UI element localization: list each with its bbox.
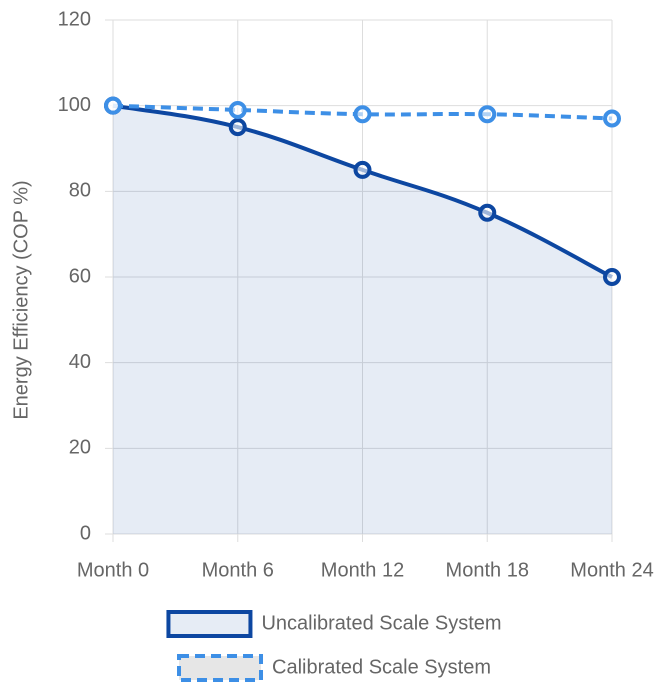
point xyxy=(104,96,122,115)
point xyxy=(603,268,621,286)
point xyxy=(478,203,497,222)
y-axis-title: Energy Efficiency (COP %) xyxy=(10,180,32,419)
x-tick-label: Month 6 xyxy=(202,559,274,581)
x-tick-label: Month 18 xyxy=(446,559,529,581)
y-tick-label: 60 xyxy=(69,265,91,287)
point xyxy=(353,160,372,179)
legend-swatch xyxy=(177,654,264,682)
x-tick-label: Month 0 xyxy=(77,559,149,581)
y-tick-label: 120 xyxy=(58,8,91,30)
y-tick-label: 100 xyxy=(58,94,91,116)
point xyxy=(228,118,247,137)
x-tick-label: Month 24 xyxy=(570,559,653,581)
legend-item: Calibrated Scale System xyxy=(177,654,491,682)
point xyxy=(228,100,247,119)
legend-swatch xyxy=(166,610,253,638)
legend-label: Calibrated Scale System xyxy=(272,656,491,678)
x-tick-label: Month 12 xyxy=(321,559,404,581)
legend-item: Uncalibrated Scale System xyxy=(166,610,502,638)
point xyxy=(478,105,497,124)
point xyxy=(353,105,372,124)
legend-label: Uncalibrated Scale System xyxy=(261,612,501,634)
point xyxy=(603,109,621,128)
y-tick-label: 0 xyxy=(80,522,91,544)
y-tick-label: 80 xyxy=(69,180,91,202)
y-tick-label: 20 xyxy=(69,437,91,459)
y-tick-label: 40 xyxy=(69,351,91,373)
